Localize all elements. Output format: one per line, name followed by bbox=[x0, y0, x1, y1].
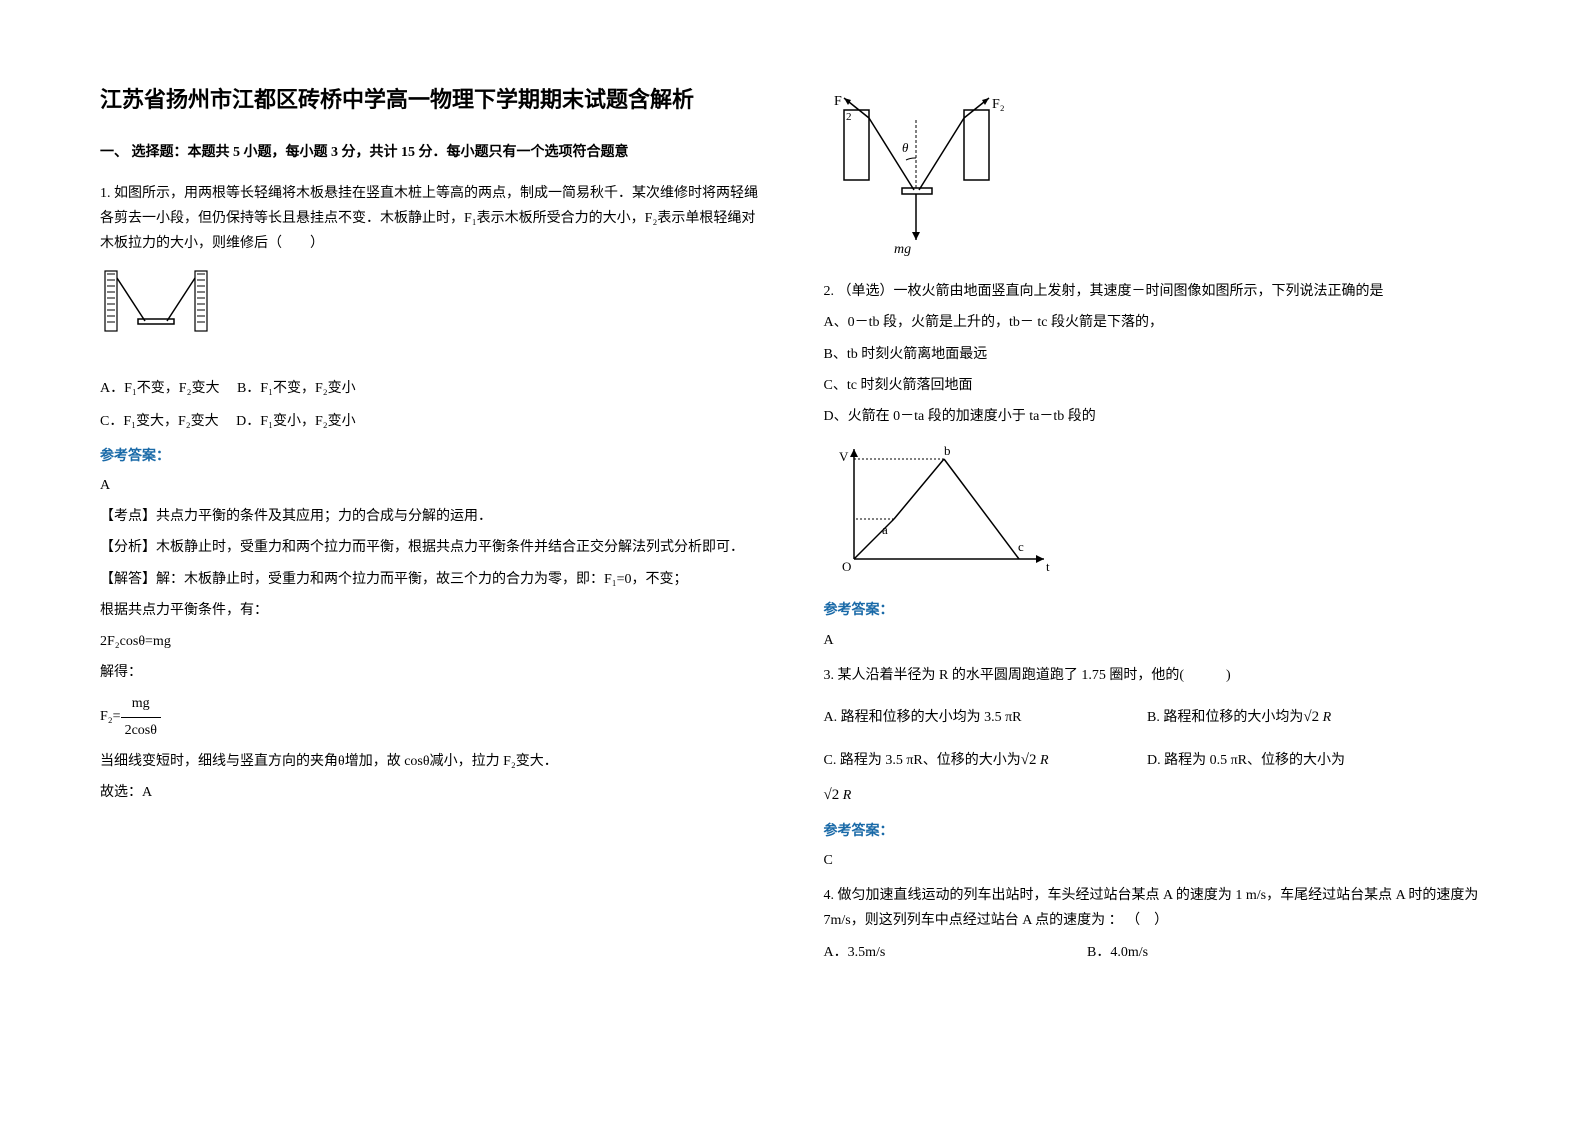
q3-text-p2: ) bbox=[1226, 668, 1231, 683]
q3-ans-label: 参考答案： bbox=[824, 819, 1488, 844]
section-1-header: 一、 选择题：本题共 5 小题，每小题 3 分，共计 15 分．每小题只有一个选… bbox=[100, 140, 764, 165]
f2-bot: 2cosθ bbox=[121, 718, 161, 743]
graph-V: V bbox=[839, 449, 849, 464]
q1-jieda: 【解答】解：木板静止时，受重力和两个拉力而平衡，故三个力的合力为零，即：F₁=0… bbox=[100, 567, 764, 592]
label-F2: F₂ bbox=[992, 97, 1005, 112]
q2-optB: B、tb 时刻火箭离地面最远 bbox=[824, 342, 1488, 367]
q1-ans-label: 参考答案： bbox=[100, 444, 764, 469]
q3-optB: B. 路程和位移的大小均为√2 R bbox=[1147, 710, 1331, 725]
graph-t: t bbox=[1046, 559, 1050, 574]
label-F: F bbox=[834, 94, 842, 109]
q3-ans: C bbox=[824, 848, 1488, 873]
q2-graph: V a b c O t bbox=[824, 439, 1488, 588]
q1-line3: 当细线变短时，细线与竖直方向的夹角θ增加，故 cosθ减小，拉力 F₂变大． bbox=[100, 749, 764, 774]
q4-options: A．3.5m/s B．4.0m/s bbox=[824, 940, 1488, 965]
right-column: F 2 F₂ θ mg 2. （单选）一枚火箭由地面竖直向上发射，其速度－时间图… bbox=[824, 80, 1488, 1082]
q4-optA: A．3.5m/s bbox=[824, 940, 1084, 965]
q1-optB: B．F₁不变，F₂变小 bbox=[237, 381, 356, 396]
q1-optA: A．F₁不变，F₂变大 bbox=[100, 381, 219, 396]
force-diagram: F 2 F₂ θ mg bbox=[824, 90, 1488, 269]
f2-top: mg bbox=[121, 691, 161, 717]
q1-text: 1. 如图所示，用两根等长轻绳将木板悬挂在竖直木桩上等高的两点，制成一简易秋千．… bbox=[100, 181, 764, 257]
q3-row1: A. 路程和位移的大小均为 3.5 πR B. 路程和位移的大小均为√2 R bbox=[824, 704, 1488, 731]
graph-c: c bbox=[1018, 539, 1024, 554]
q3-optD: D. 路程为 0.5 πR、位移的大小为 bbox=[1147, 753, 1345, 768]
q1-fenxi: 【分析】木板静止时，受重力和两个拉力而平衡，根据共点力平衡条件并结合正交分解法列… bbox=[100, 535, 764, 560]
q3-text-p1: 3. 某人沿着半径为 R 的水平圆周跑道跑了 1.75 圈时，他的( bbox=[824, 668, 1185, 683]
q1-diagram bbox=[100, 266, 764, 365]
q1-formula1: 2F₂cosθ=mg bbox=[100, 629, 764, 654]
q3-row2: C. 路程为 3.5 πR、位移的大小为√2 R D. 路程为 0.5 πR、位… bbox=[824, 747, 1488, 774]
q2-optA: A、0－tb 段，火箭是上升的，tb－ tc 段火箭是下落的， bbox=[824, 310, 1488, 335]
label-2a: 2 bbox=[846, 111, 852, 123]
left-column: 江苏省扬州市江都区砖桥中学高一物理下学期期末试题含解析 一、 选择题：本题共 5… bbox=[100, 80, 764, 1082]
q1-formula2: F₂= mg 2cosθ bbox=[100, 691, 764, 742]
question-1: 1. 如图所示，用两根等长轻绳将木板悬挂在竖直木桩上等高的两点，制成一简易秋千．… bbox=[100, 181, 764, 805]
velocity-graph-icon: V a b c O t bbox=[824, 439, 1064, 579]
q1-options-2: C．F₁变大，F₂变大 D．F₁变小，F₂变小 bbox=[100, 409, 764, 434]
graph-O: O bbox=[842, 559, 851, 574]
q1-line4: 故选：A bbox=[100, 780, 764, 805]
label-mg: mg bbox=[894, 242, 911, 257]
q2-optC: C、tc 时刻火箭落回地面 bbox=[824, 373, 1488, 398]
force-diagram-icon: F 2 F₂ θ mg bbox=[824, 90, 1024, 260]
f2-left: F₂= bbox=[100, 709, 121, 724]
q4-optB: B．4.0m/s bbox=[1087, 945, 1148, 960]
q2-ans: A bbox=[824, 628, 1488, 653]
q1-ans: A bbox=[100, 473, 764, 498]
q2-optD: D、火箭在 0－ta 段的加速度小于 ta－tb 段的 bbox=[824, 404, 1488, 429]
graph-a: a bbox=[882, 522, 888, 537]
q2-ans-label: 参考答案： bbox=[824, 598, 1488, 623]
graph-b: b bbox=[944, 443, 951, 458]
q2-text: 2. （单选）一枚火箭由地面竖直向上发射，其速度－时间图像如图所示，下列说法正确… bbox=[824, 279, 1488, 304]
q1-kaodian: 【考点】共点力平衡的条件及其应用；力的合成与分解的运用． bbox=[100, 504, 764, 529]
doc-title: 江苏省扬州市江都区砖桥中学高一物理下学期期末试题含解析 bbox=[100, 80, 764, 120]
q4-text: 4. 做匀加速直线运动的列车出站时，车头经过站台某点 A 的速度为 1 m/s，… bbox=[824, 883, 1488, 933]
q1-optD: D．F₁变小，F₂变小 bbox=[236, 414, 355, 429]
q1-jiede: 解得： bbox=[100, 660, 764, 685]
q3-optA: A. 路程和位移的大小均为 3.5 πR bbox=[824, 705, 1144, 730]
swing-diagram-icon bbox=[100, 266, 220, 356]
question-3: 3. 某人沿着半径为 R 的水平圆周跑道跑了 1.75 圈时，他的( ) A. … bbox=[824, 663, 1488, 874]
q3-row3: √2 R bbox=[824, 782, 1488, 809]
question-4: 4. 做匀加速直线运动的列车出站时，车头经过站台某点 A 的速度为 1 m/s，… bbox=[824, 883, 1488, 965]
q3-text: 3. 某人沿着半径为 R 的水平圆周跑道跑了 1.75 圈时，他的( ) bbox=[824, 663, 1488, 688]
question-2: 2. （单选）一枚火箭由地面竖直向上发射，其速度－时间图像如图所示，下列说法正确… bbox=[824, 279, 1488, 653]
q1-optC: C．F₁变大，F₂变大 bbox=[100, 414, 219, 429]
q1-options: A．F₁不变，F₂变大 B．F₁不变，F₂变小 bbox=[100, 376, 764, 401]
q1-line2: 根据共点力平衡条件，有： bbox=[100, 598, 764, 623]
label-theta: θ bbox=[902, 140, 909, 155]
q3-optC: C. 路程为 3.5 πR、位移的大小为√2 R bbox=[824, 747, 1144, 774]
